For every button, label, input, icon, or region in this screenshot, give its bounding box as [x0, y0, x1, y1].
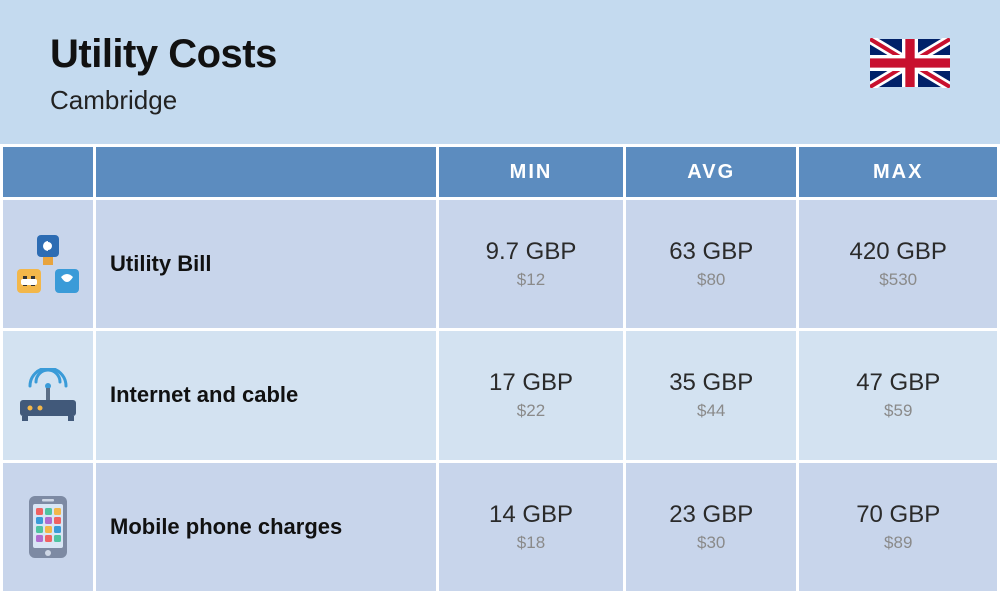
- th-icon: [3, 147, 93, 197]
- router-icon: [3, 331, 93, 459]
- primary-value: 63 GBP: [626, 238, 796, 266]
- table-row: Utility Bill9.7 GBP $1263 GBP $80420 GBP $5…: [3, 200, 997, 328]
- table-body: Utility Bill9.7 GBP $1263 GBP $80420 GBP $5…: [3, 200, 997, 591]
- uk-flag-icon: [870, 38, 950, 88]
- secondary-value: $30: [626, 533, 796, 553]
- value-cell: 9.7 GBP $12: [439, 200, 623, 328]
- router-icon-cell: [3, 331, 93, 459]
- value-cell: 17 GBP $22: [439, 331, 623, 459]
- value-cell: 47 GBP $59: [799, 331, 997, 459]
- table-row: Mobile phone charges14 GBP $1823 GBP $3070…: [3, 463, 997, 591]
- primary-value: 9.7 GBP: [439, 238, 623, 266]
- page-subtitle: Cambridge: [50, 85, 277, 116]
- row-label: Internet and cable: [96, 331, 436, 459]
- primary-value: 420 GBP: [799, 238, 997, 266]
- phone-icon-cell: [3, 463, 93, 591]
- secondary-value: $530: [799, 270, 997, 290]
- secondary-value: $12: [439, 270, 623, 290]
- value-cell: 420 GBP $530: [799, 200, 997, 328]
- th-avg: AVG: [626, 147, 796, 197]
- primary-value: 35 GBP: [626, 369, 796, 397]
- phone-icon: [3, 463, 93, 591]
- table-row: Internet and cable17 GBP $2235 GBP $4447 G…: [3, 331, 997, 459]
- value-cell: 63 GBP $80: [626, 200, 796, 328]
- value-cell: 23 GBP $30: [626, 463, 796, 591]
- header-left: Utility Costs Cambridge: [50, 32, 277, 116]
- primary-value: 17 GBP: [439, 369, 623, 397]
- secondary-value: $89: [799, 533, 997, 553]
- th-max: MAX: [799, 147, 997, 197]
- th-min: MIN: [439, 147, 623, 197]
- primary-value: 70 GBP: [799, 501, 997, 529]
- page: Utility Costs Cambridge MIN AVG MAX: [0, 0, 1000, 594]
- secondary-value: $44: [626, 401, 796, 421]
- utility-icon-cell: [3, 200, 93, 328]
- secondary-value: $22: [439, 401, 623, 421]
- utility-icon: [3, 200, 93, 328]
- page-title: Utility Costs: [50, 32, 277, 77]
- value-cell: 70 GBP $89: [799, 463, 997, 591]
- primary-value: 47 GBP: [799, 369, 997, 397]
- th-label: [96, 147, 436, 197]
- secondary-value: $18: [439, 533, 623, 553]
- secondary-value: $59: [799, 401, 997, 421]
- primary-value: 23 GBP: [626, 501, 796, 529]
- row-label: Utility Bill: [96, 200, 436, 328]
- header: Utility Costs Cambridge: [0, 0, 1000, 144]
- value-cell: 35 GBP $44: [626, 331, 796, 459]
- table-header-row: MIN AVG MAX: [3, 147, 997, 197]
- secondary-value: $80: [626, 270, 796, 290]
- row-label: Mobile phone charges: [96, 463, 436, 591]
- value-cell: 14 GBP $18: [439, 463, 623, 591]
- primary-value: 14 GBP: [439, 501, 623, 529]
- cost-table: MIN AVG MAX Utility Bill9.7 GBP $1263 GBP…: [0, 144, 1000, 594]
